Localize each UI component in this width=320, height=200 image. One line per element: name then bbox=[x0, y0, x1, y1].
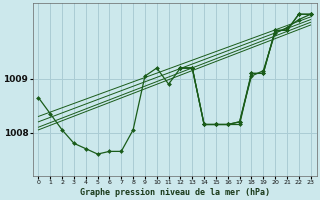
X-axis label: Graphe pression niveau de la mer (hPa): Graphe pression niveau de la mer (hPa) bbox=[80, 188, 269, 197]
